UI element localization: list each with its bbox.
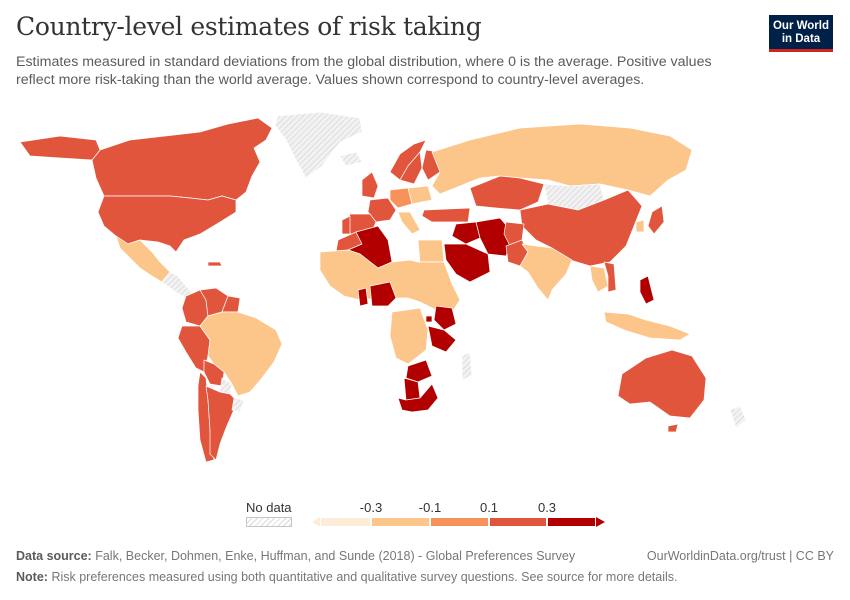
region bbox=[389, 307, 429, 365]
region bbox=[367, 197, 397, 223]
owid-logo[interactable]: Our World in Data bbox=[769, 15, 833, 52]
region bbox=[341, 215, 351, 235]
note-label: Note: bbox=[16, 570, 48, 584]
region bbox=[207, 261, 223, 267]
region bbox=[397, 383, 439, 413]
note: Note: Risk preferences measured using bo… bbox=[16, 570, 677, 584]
logo-line-1: Our World bbox=[772, 20, 829, 32]
region bbox=[729, 405, 747, 429]
world-map bbox=[19, 111, 747, 463]
legend-bin bbox=[320, 517, 371, 527]
region bbox=[417, 239, 445, 263]
credit-link[interactable]: OurWorldinData.org/trust | CC BY bbox=[646, 549, 834, 563]
region bbox=[19, 135, 101, 161]
region bbox=[589, 265, 609, 293]
region bbox=[431, 123, 693, 197]
region bbox=[357, 287, 369, 307]
region bbox=[667, 423, 679, 433]
data-source-label: Data source: bbox=[16, 549, 92, 563]
legend-tick: -0.3 bbox=[359, 500, 383, 515]
region bbox=[617, 349, 707, 419]
legend-tick: 0.1 bbox=[479, 500, 499, 515]
region bbox=[635, 219, 645, 233]
legend-arrow-left bbox=[312, 517, 320, 527]
region bbox=[519, 189, 643, 267]
region bbox=[231, 397, 245, 413]
page-subtitle: Estimates measured in standard deviation… bbox=[16, 54, 712, 88]
region bbox=[427, 325, 457, 353]
region bbox=[161, 271, 195, 299]
page-title: Country-level estimates of risk taking bbox=[16, 12, 482, 41]
region bbox=[603, 311, 691, 341]
region bbox=[405, 359, 433, 383]
region bbox=[407, 185, 433, 205]
legend-no-data-label: No data bbox=[246, 500, 292, 515]
region bbox=[519, 243, 573, 301]
region bbox=[443, 243, 491, 283]
data-source: Data source: Falk, Becker, Dohmen, Enke,… bbox=[16, 549, 575, 563]
data-source-link[interactable]: Falk, Becker, Dohmen, Enke, Huffman, and… bbox=[95, 549, 576, 563]
region bbox=[389, 187, 413, 209]
region bbox=[361, 171, 379, 199]
region bbox=[205, 385, 239, 461]
logo-line-2: in Data bbox=[781, 33, 821, 45]
region bbox=[639, 275, 655, 305]
legend-bin bbox=[547, 517, 596, 527]
region bbox=[91, 117, 273, 201]
legend-bin bbox=[430, 517, 489, 527]
region bbox=[647, 205, 665, 235]
legend-tick: 0.3 bbox=[537, 500, 557, 515]
region bbox=[433, 305, 457, 331]
region bbox=[603, 261, 617, 293]
region bbox=[475, 217, 515, 257]
region bbox=[425, 315, 433, 323]
region bbox=[399, 151, 423, 185]
region bbox=[469, 175, 545, 211]
legend-tick: -0.1 bbox=[418, 500, 442, 515]
legend-bin bbox=[371, 517, 430, 527]
map-legend: No data -0.3 -0.1 0.1 0.3 bbox=[0, 495, 850, 535]
region bbox=[339, 151, 363, 167]
legend-no-data-swatch bbox=[246, 517, 292, 527]
region bbox=[199, 311, 283, 397]
region bbox=[274, 111, 363, 179]
region bbox=[397, 211, 421, 235]
region bbox=[451, 221, 481, 245]
note-text: Risk preferences measured using both qua… bbox=[51, 570, 678, 584]
legend-arrow-right bbox=[596, 517, 605, 527]
region bbox=[421, 207, 471, 223]
region bbox=[461, 351, 473, 381]
legend-bin bbox=[489, 517, 547, 527]
region bbox=[369, 281, 397, 307]
